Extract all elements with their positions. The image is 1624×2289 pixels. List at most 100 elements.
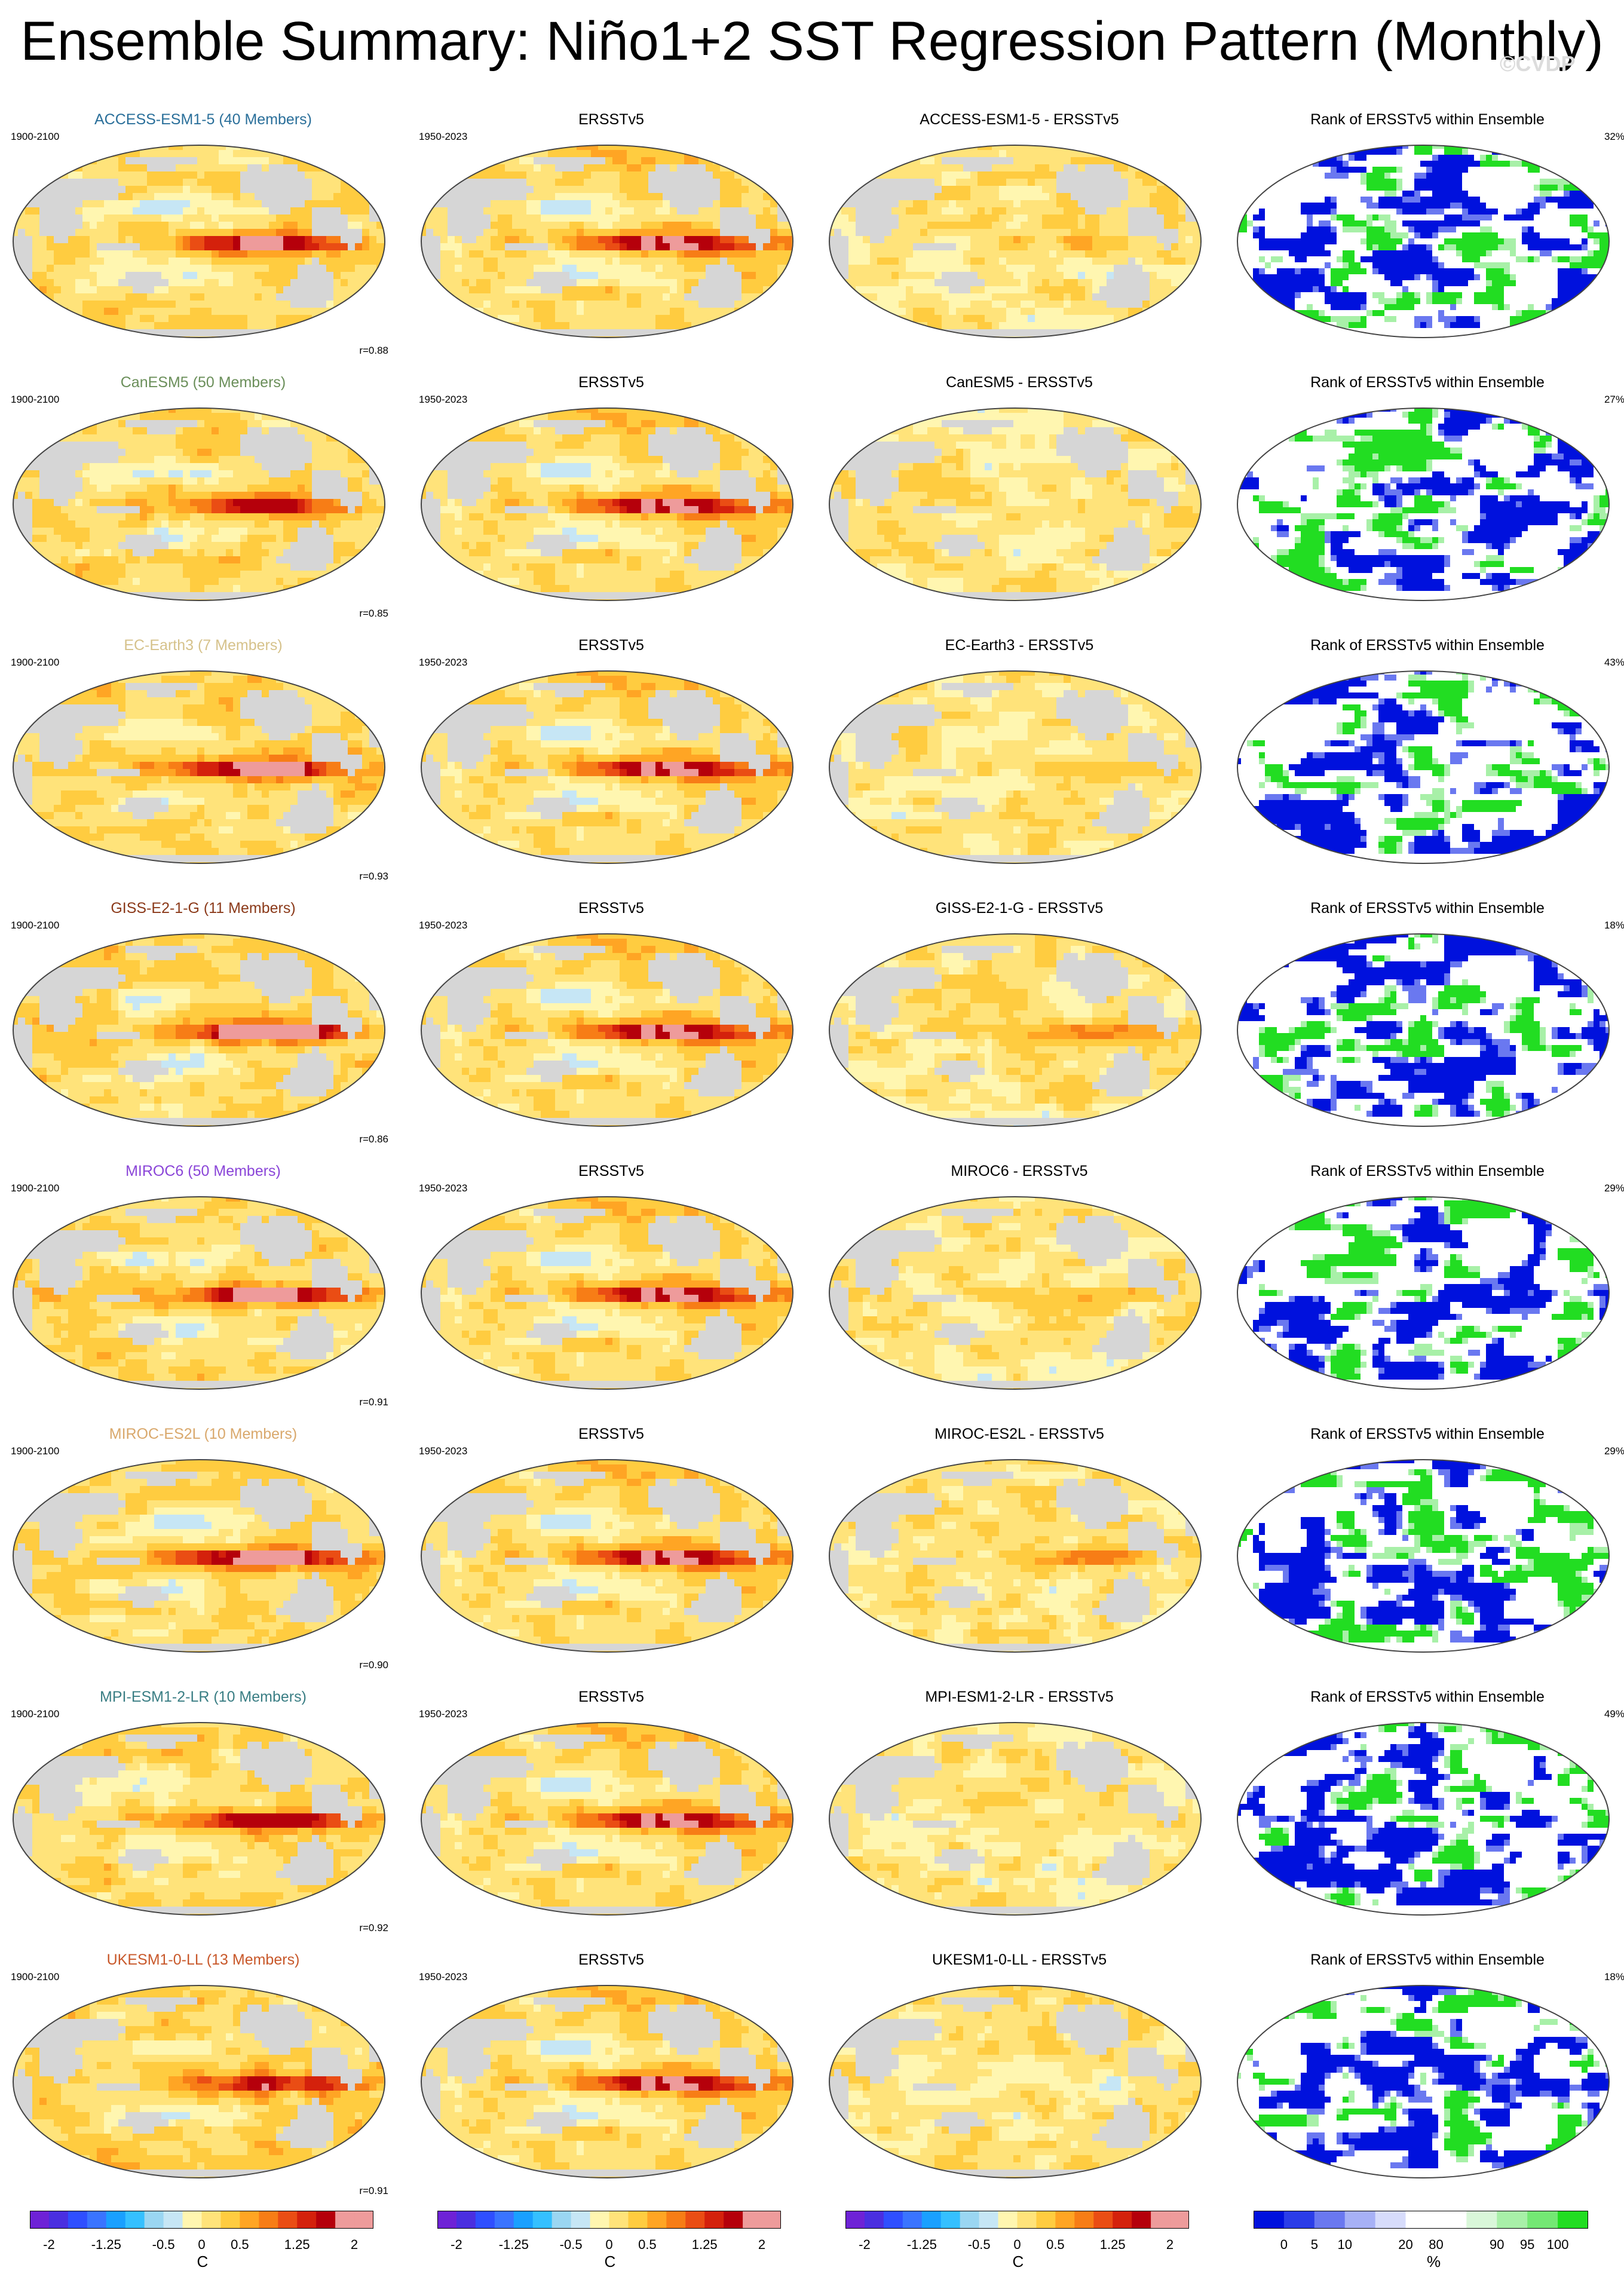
map-cell bbox=[942, 315, 949, 323]
map-cell bbox=[18, 293, 26, 301]
rank-cell bbox=[1570, 167, 1576, 173]
map-cell bbox=[1092, 171, 1100, 179]
map-cell bbox=[785, 171, 792, 179]
map-cell bbox=[18, 258, 26, 265]
map-cell bbox=[605, 186, 613, 194]
map-cell bbox=[1056, 186, 1064, 194]
map-cell bbox=[1193, 236, 1200, 244]
map-cell bbox=[190, 329, 198, 337]
map-cell bbox=[455, 243, 462, 251]
map-cell bbox=[247, 171, 255, 179]
map-cell bbox=[741, 186, 749, 194]
rank-cell bbox=[1438, 161, 1445, 167]
rank-cell bbox=[1361, 145, 1367, 149]
map-cell bbox=[999, 157, 1007, 165]
map-cell bbox=[734, 286, 742, 294]
map-cell bbox=[863, 200, 871, 208]
map-cell bbox=[348, 150, 356, 158]
map-cell bbox=[963, 243, 971, 251]
map-cell bbox=[505, 258, 513, 265]
map-cell bbox=[133, 171, 140, 179]
map-cell bbox=[426, 322, 434, 330]
rank-cell bbox=[1456, 155, 1463, 161]
map-cell bbox=[176, 150, 183, 158]
map-cell bbox=[319, 186, 327, 194]
map-cell bbox=[920, 229, 928, 237]
rank-cell bbox=[1474, 179, 1481, 185]
map-cell bbox=[1121, 308, 1129, 315]
rank-cell bbox=[1605, 149, 1609, 155]
map-cell bbox=[305, 258, 312, 265]
map-cell bbox=[1078, 186, 1086, 194]
map-cell bbox=[1135, 315, 1143, 323]
rank-cell bbox=[1588, 173, 1594, 179]
map-cell bbox=[913, 222, 921, 229]
map-cell bbox=[512, 200, 520, 208]
map-cell bbox=[469, 229, 477, 237]
rank-cell bbox=[1588, 149, 1594, 155]
map-cell bbox=[763, 164, 771, 172]
map-cell bbox=[212, 286, 219, 294]
map-cell bbox=[440, 265, 448, 272]
map-cell bbox=[569, 215, 577, 222]
map-cell bbox=[1128, 286, 1136, 294]
map-cell bbox=[97, 315, 105, 323]
map-cell bbox=[384, 164, 385, 172]
map-cell bbox=[183, 186, 191, 194]
map-cell bbox=[1193, 250, 1200, 258]
map-cell bbox=[333, 200, 341, 208]
map-cell bbox=[934, 207, 942, 215]
map-cell bbox=[627, 164, 635, 172]
rank-cell bbox=[1265, 167, 1271, 173]
map-cell bbox=[197, 171, 205, 179]
map-cell bbox=[863, 236, 871, 244]
map-cell bbox=[505, 186, 513, 194]
rank-cell bbox=[1528, 149, 1534, 155]
map-cell bbox=[298, 207, 305, 215]
rank-cell bbox=[1390, 161, 1397, 167]
map-cell bbox=[1013, 250, 1021, 258]
map-cell bbox=[1135, 236, 1143, 244]
map-cell bbox=[68, 193, 76, 201]
map-cell bbox=[212, 164, 219, 172]
map-cell bbox=[934, 193, 942, 201]
rank-cell bbox=[1600, 173, 1606, 179]
map-cell bbox=[283, 207, 291, 215]
rank-cell bbox=[1516, 185, 1522, 191]
rank-cell bbox=[1253, 155, 1260, 161]
map-outline bbox=[421, 145, 793, 338]
map-cell bbox=[111, 179, 119, 186]
map-cell bbox=[698, 150, 706, 158]
rank-cell bbox=[1444, 145, 1451, 149]
map-cell bbox=[605, 329, 613, 337]
map-cell bbox=[319, 157, 327, 165]
map-cell bbox=[104, 336, 112, 338]
map-cell bbox=[290, 258, 298, 265]
map-cell bbox=[326, 322, 334, 330]
map-cell bbox=[1006, 301, 1014, 308]
map-cell bbox=[283, 236, 291, 244]
map-cell bbox=[634, 293, 642, 301]
map-cell bbox=[283, 336, 291, 338]
map-cell bbox=[90, 272, 97, 280]
map-cell bbox=[605, 150, 613, 158]
rank-cell bbox=[1343, 191, 1349, 197]
map-cell bbox=[920, 329, 928, 337]
map-cell bbox=[61, 193, 69, 201]
map-cell bbox=[18, 179, 26, 186]
map-cell bbox=[1200, 186, 1201, 194]
map-cell bbox=[140, 265, 148, 272]
rank-cell bbox=[1438, 167, 1445, 173]
map-cell bbox=[355, 243, 363, 251]
map-cell bbox=[283, 200, 291, 208]
map-cell bbox=[512, 329, 520, 337]
map-cell bbox=[61, 215, 69, 222]
map-cell bbox=[133, 336, 140, 338]
map-cell bbox=[1193, 272, 1200, 280]
map-cell bbox=[899, 301, 906, 308]
map-cell bbox=[999, 145, 1007, 151]
map-cell bbox=[54, 145, 62, 151]
map-cell bbox=[591, 293, 599, 301]
sst-map bbox=[13, 145, 385, 338]
map-cell bbox=[462, 286, 470, 294]
